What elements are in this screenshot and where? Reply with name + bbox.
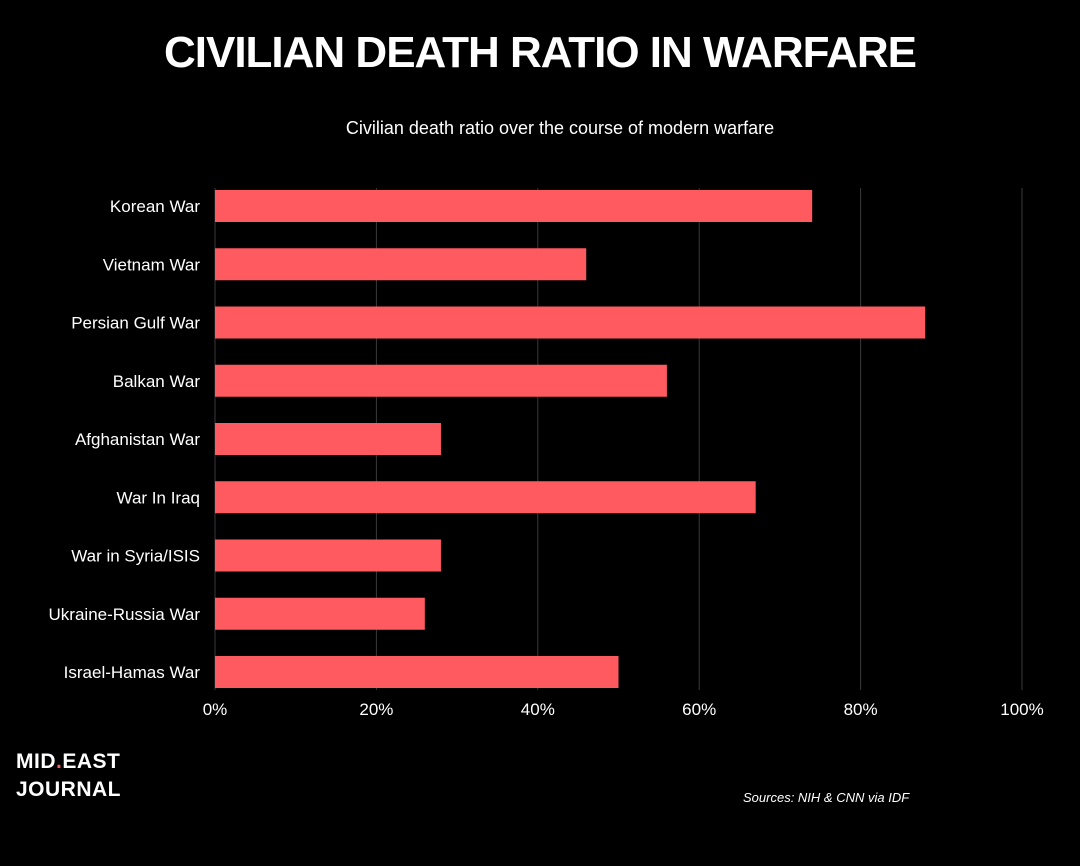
brand-logo: MID.EAST JOURNAL	[16, 748, 121, 804]
x-tick-label: 60%	[682, 700, 716, 719]
x-tick-label: 80%	[844, 700, 878, 719]
category-label: War in Syria/ISIS	[71, 547, 200, 566]
x-axis-ticks: 0% 20% 40% 60% 80% 100%	[203, 700, 1044, 719]
bar	[215, 306, 926, 339]
bar	[215, 656, 619, 688]
x-tick-label: 100%	[1000, 700, 1043, 719]
logo-word-east: EAST	[62, 750, 121, 773]
category-label: Ukraine-Russia War	[49, 605, 201, 624]
logo-line-2: JOURNAL	[16, 778, 122, 801]
bar	[215, 423, 441, 455]
logo-word-mid: MID	[16, 750, 56, 773]
chart-title: CIVILIAN DEATH RATIO IN WARFARE	[163, 28, 917, 77]
bar	[215, 364, 667, 397]
category-label: Israel-Hamas War	[64, 663, 201, 682]
bar	[215, 597, 425, 630]
category-label: Korean War	[110, 197, 200, 216]
category-label: Vietnam War	[103, 255, 201, 274]
bars	[215, 190, 926, 688]
category-label: Afghanistan War	[75, 430, 200, 449]
bar	[215, 539, 441, 572]
bar	[215, 248, 587, 281]
chart-subtitle: Civilian death ratio over the course of …	[345, 118, 775, 138]
category-labels: Korean War Vietnam War Persian Gulf War Bal…	[49, 197, 201, 682]
category-label: Persian Gulf War	[71, 314, 200, 333]
logo-line-1: MID.EAST	[16, 748, 121, 776]
sources-note: Sources: NIH & CNN via IDF	[743, 790, 910, 805]
bar	[215, 190, 813, 222]
bar	[215, 481, 756, 514]
x-tick-label: 0%	[203, 700, 228, 719]
x-tick-label: 20%	[359, 700, 393, 719]
logo-dot: .	[56, 750, 63, 773]
category-label: Balkan War	[113, 372, 201, 391]
category-label: War In Iraq	[117, 488, 200, 507]
x-tick-label: 40%	[521, 700, 555, 719]
